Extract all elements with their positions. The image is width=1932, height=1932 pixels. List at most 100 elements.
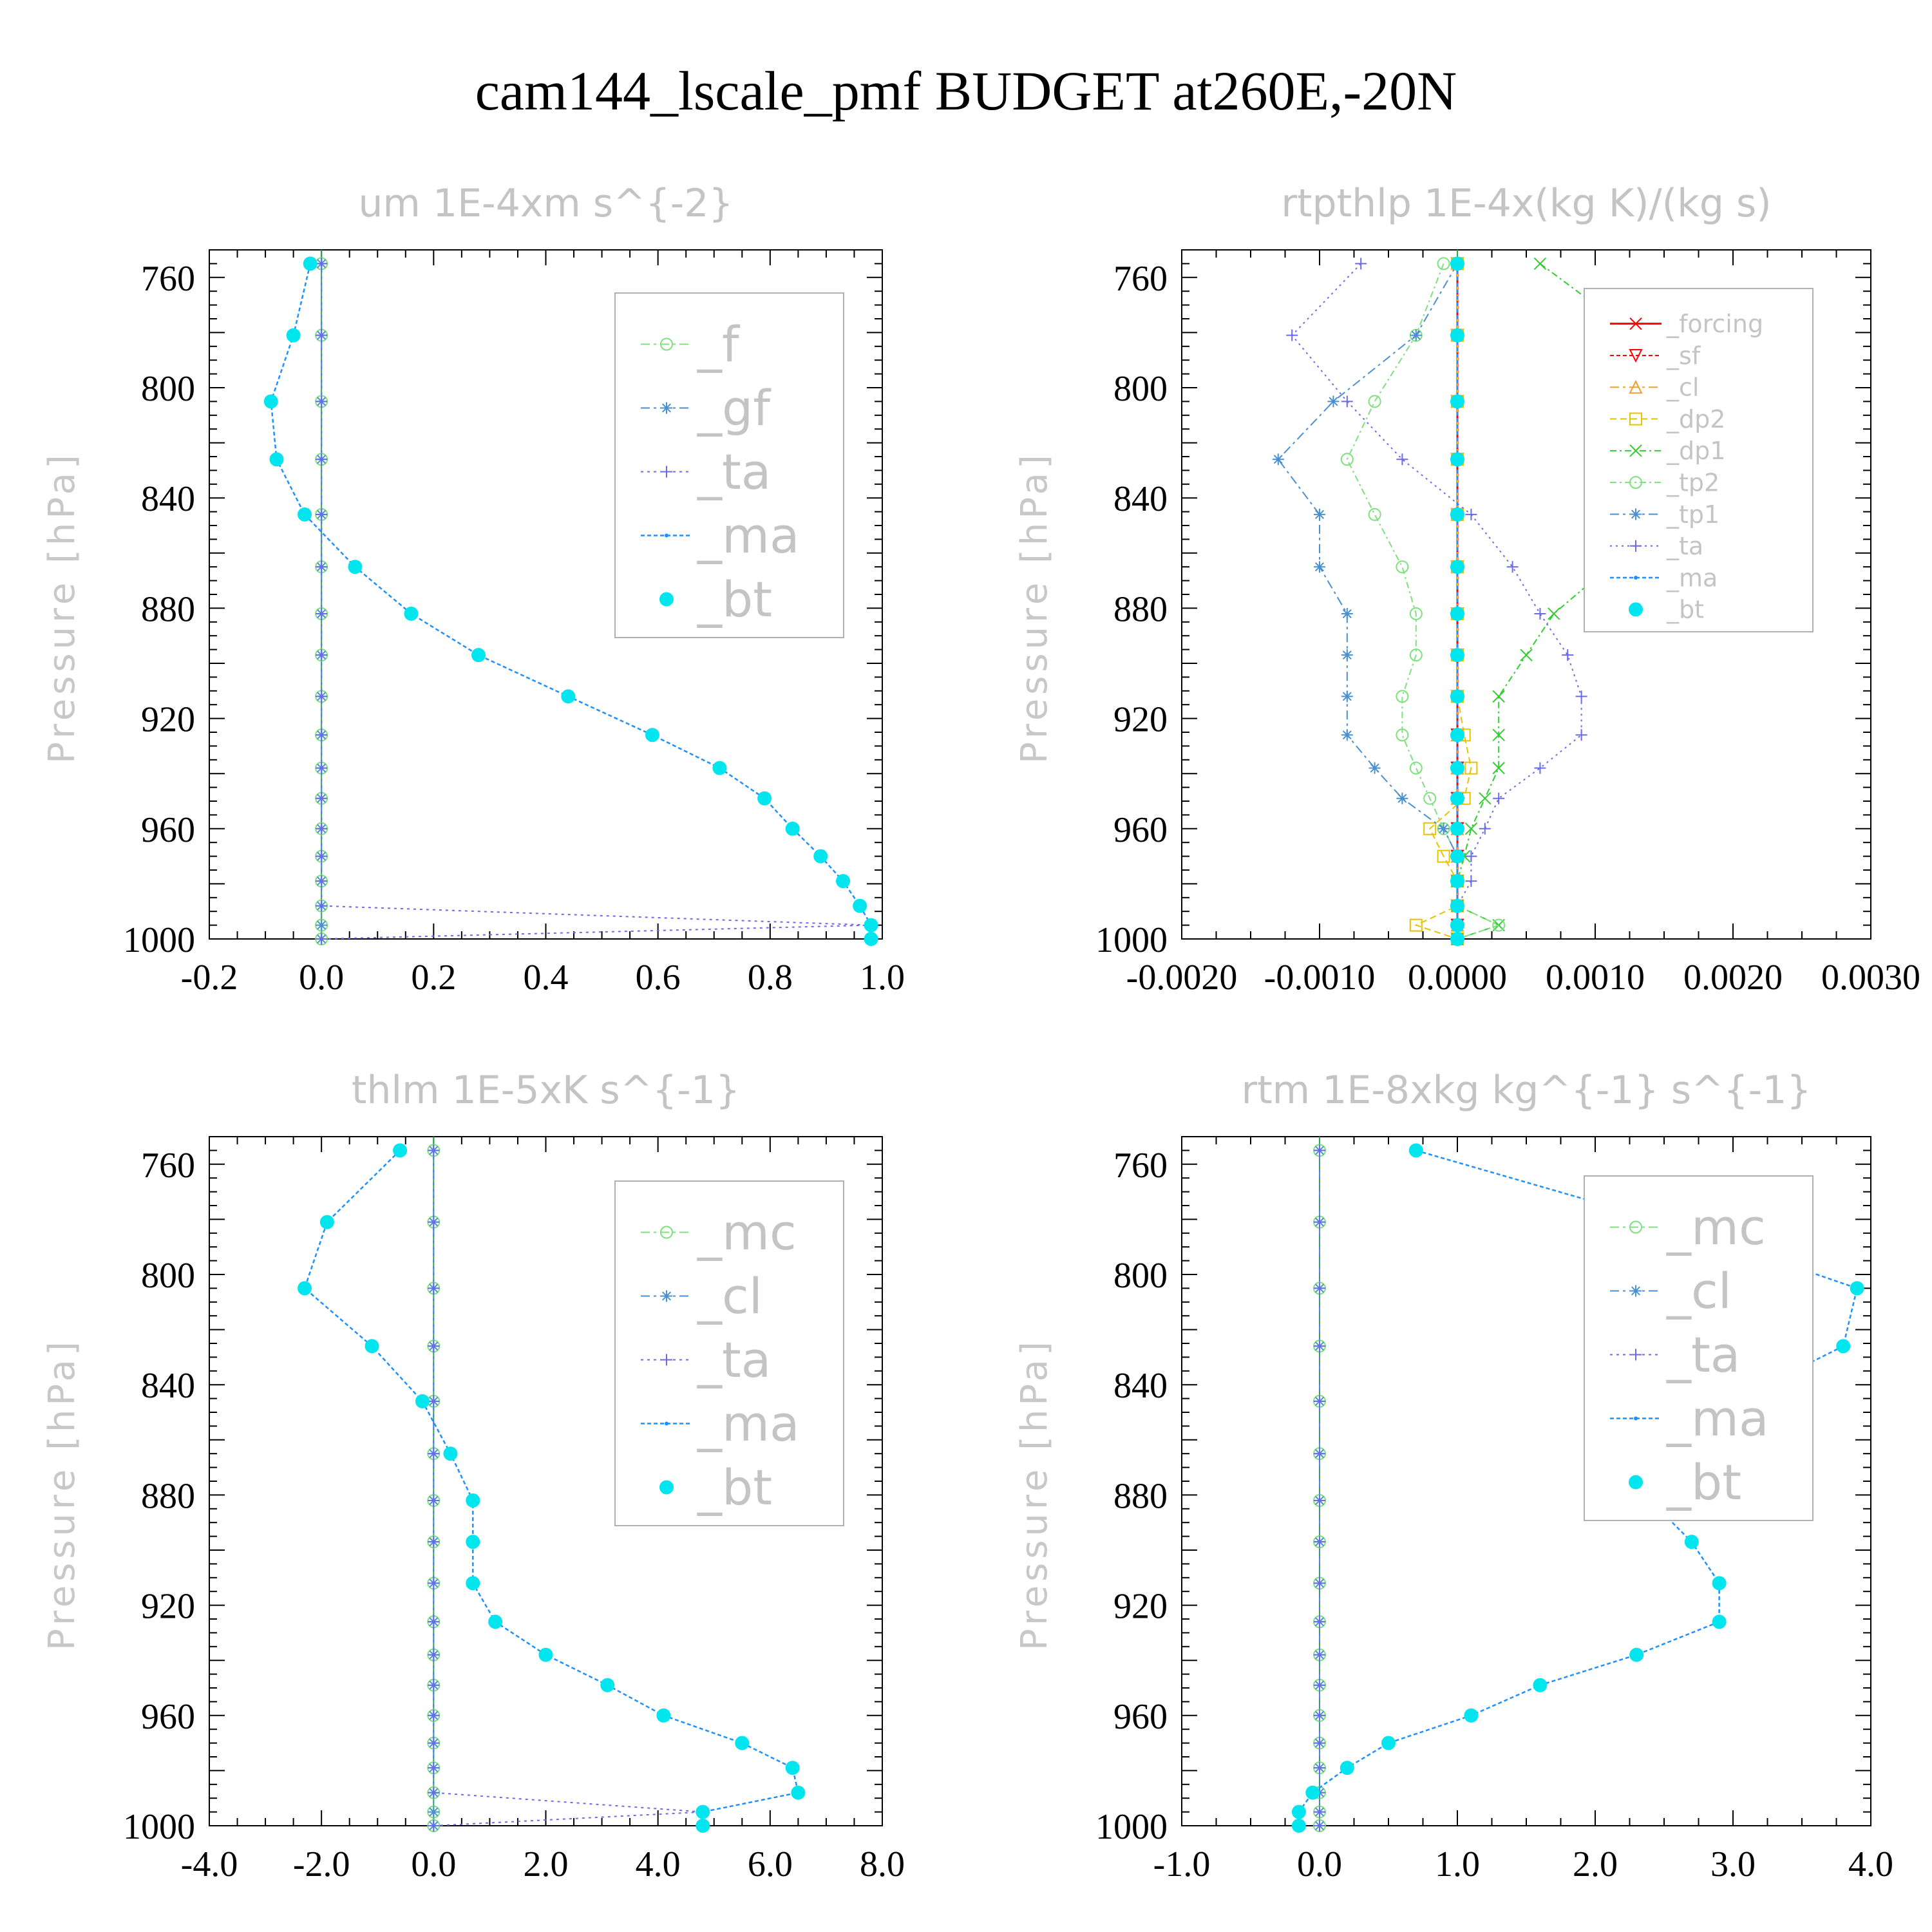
- series-ta: [1286, 258, 1587, 945]
- legend-marker: [1629, 317, 1642, 330]
- data-point: [813, 849, 828, 864]
- y-tick-label: 920: [1113, 1587, 1168, 1627]
- data-point: [466, 1493, 480, 1508]
- legend-label: _ta: [697, 443, 771, 500]
- series-tp2: [1340, 257, 1506, 945]
- legend-marker: [1630, 540, 1642, 552]
- data-point: [1314, 1737, 1325, 1749]
- data-point: [1629, 1647, 1644, 1662]
- data-point: [696, 1804, 710, 1819]
- panel-title: um 1E-4xm s^{-2}: [358, 181, 733, 226]
- data-point: [428, 1448, 440, 1460]
- data-point: [1464, 761, 1478, 775]
- panel-title: rtm 1E-8xkg kg^{-1} s^{-1}: [1241, 1068, 1811, 1113]
- data-point: [316, 649, 328, 661]
- data-point: [1464, 1708, 1479, 1723]
- legend-marker: [660, 1226, 673, 1239]
- legend-label: _f: [697, 316, 741, 373]
- series-line: [321, 263, 871, 940]
- x-tick-label: 6.0: [748, 1844, 793, 1884]
- series-line: [1346, 263, 1501, 940]
- y-tick-label: 840: [141, 479, 195, 519]
- legend-label: _ta: [1666, 532, 1703, 560]
- data-point: [1450, 874, 1464, 889]
- legend-label: _ta: [1666, 1326, 1740, 1383]
- legend-marker: [1630, 1349, 1642, 1361]
- legend-item: _ma: [641, 1395, 800, 1452]
- data-point: [428, 1282, 440, 1294]
- legend-marker: [1629, 412, 1642, 426]
- x-tick-label: 0.0: [1297, 1844, 1342, 1884]
- data-point: [316, 258, 328, 270]
- x-tick-label: 0.6: [636, 958, 681, 998]
- data-point: [712, 761, 727, 775]
- data-point: [1450, 849, 1464, 864]
- legend-box: [1584, 288, 1814, 632]
- x-tick-label: 0.0010: [1546, 958, 1645, 998]
- data-point: [1410, 329, 1422, 341]
- data-point: [864, 918, 878, 933]
- data-point: [1291, 1819, 1306, 1833]
- x-tick-label: -0.2: [181, 958, 238, 998]
- legend-marker: [1629, 1220, 1642, 1234]
- data-point: [1340, 1761, 1354, 1776]
- legend-label: _tp1: [1666, 500, 1719, 529]
- legend-label: _sf: [1666, 341, 1701, 370]
- data-point: [1437, 849, 1450, 863]
- data-point: [1368, 395, 1381, 408]
- data-point: [1534, 762, 1546, 774]
- data-point: [428, 1494, 440, 1506]
- data-point: [600, 1678, 615, 1692]
- y-tick-label: 760: [141, 1146, 195, 1186]
- data-point: [428, 1737, 440, 1749]
- series-ta: [428, 1144, 709, 1832]
- legend-label: _cl: [1666, 374, 1699, 402]
- legend-marker: [1629, 1475, 1643, 1490]
- data-point: [1314, 1616, 1325, 1628]
- data-point: [1450, 821, 1464, 836]
- data-point: [1327, 395, 1340, 408]
- y-tick-label: 1000: [1095, 920, 1168, 960]
- data-point: [1465, 850, 1477, 862]
- data-point: [1409, 918, 1423, 932]
- legend-label: _bt: [1666, 596, 1704, 624]
- legend-marker: [661, 1354, 672, 1366]
- legend-item: _cl: [1610, 1262, 1732, 1320]
- data-point: [1314, 1806, 1325, 1818]
- data-point: [428, 1216, 440, 1228]
- data-point: [1712, 1576, 1727, 1591]
- data-point: [1341, 729, 1353, 741]
- data-point: [428, 1395, 440, 1407]
- legend-label: _bt: [1666, 1454, 1741, 1511]
- data-point: [1368, 507, 1381, 521]
- data-point: [316, 508, 328, 520]
- x-tick-label: 1.0: [1435, 1844, 1480, 1884]
- legend-item: _dp1: [1610, 437, 1725, 465]
- data-point: [1340, 453, 1354, 466]
- legend-marker: [1629, 348, 1643, 363]
- y-tick-label: 840: [141, 1366, 195, 1406]
- data-point: [1314, 1820, 1325, 1832]
- data-point: [428, 1649, 440, 1661]
- y-tick-label: 960: [141, 810, 195, 850]
- data-point: [1533, 257, 1547, 270]
- data-point: [1450, 791, 1464, 806]
- data-point: [393, 1143, 408, 1158]
- x-tick-label: 8.0: [860, 1844, 905, 1884]
- chart-panel-2: rtpthlp 1E-4x(kg K)/(kg s) Pressure [hPa]…: [1014, 181, 1920, 998]
- data-point: [298, 507, 312, 522]
- data-point: [1314, 1282, 1325, 1294]
- legend-label: _mc: [697, 1204, 797, 1261]
- legend-label: _ma: [697, 1395, 800, 1452]
- legend-item: _cl: [641, 1267, 762, 1325]
- data-point: [443, 1446, 458, 1461]
- x-tick-label: -0.0010: [1264, 958, 1376, 998]
- data-point: [428, 1577, 440, 1589]
- legend-marker: [659, 592, 674, 607]
- data-point: [1450, 328, 1464, 343]
- y-tick-label: 800: [141, 1256, 195, 1296]
- legend-label: _gf: [697, 379, 772, 437]
- data-point: [785, 821, 800, 836]
- data-point: [1341, 690, 1353, 703]
- legend-marker: [1634, 576, 1638, 580]
